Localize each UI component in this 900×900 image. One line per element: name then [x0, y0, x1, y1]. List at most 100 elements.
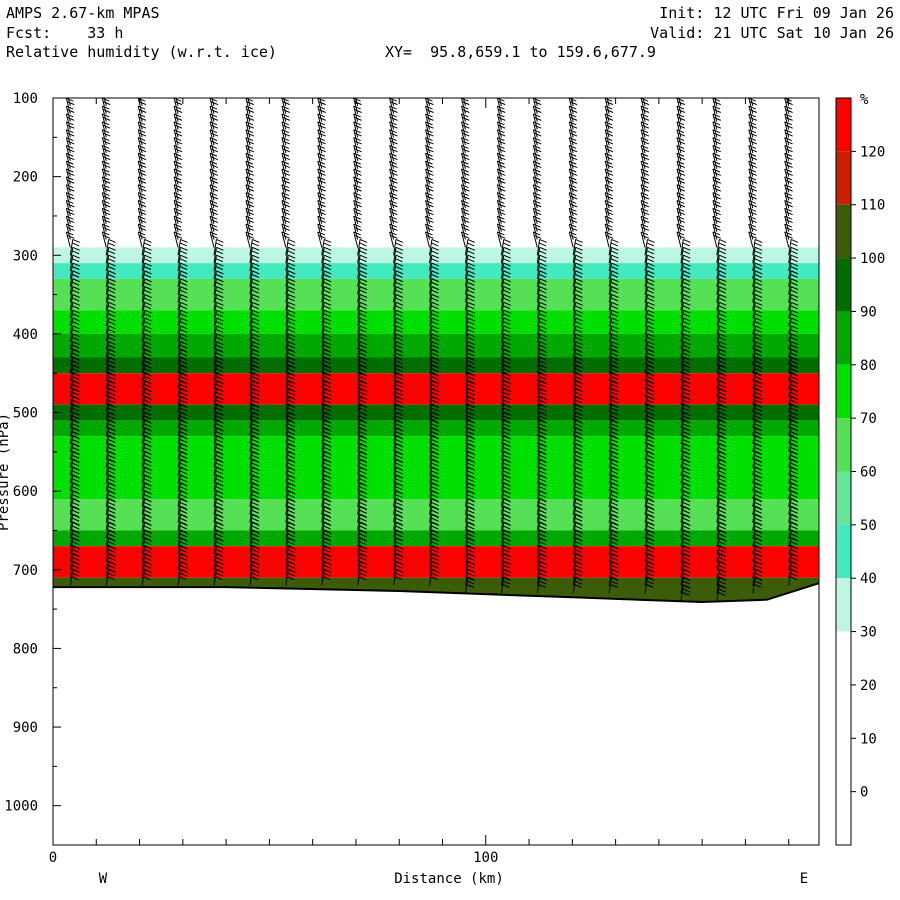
wind-barb	[173, 176, 183, 193]
wind-barb	[676, 231, 686, 248]
wind-barb	[752, 317, 763, 334]
wind-barb	[141, 262, 152, 279]
wind-barb	[281, 207, 290, 224]
wind-barb	[321, 262, 332, 279]
wind-barb	[281, 152, 290, 169]
wind-barb	[321, 238, 332, 256]
wind-barb	[105, 341, 116, 358]
wind-barb	[821, 224, 829, 240]
wind-barb	[532, 215, 542, 232]
wind-barb	[177, 254, 188, 272]
wind-barb	[825, 279, 834, 295]
wind-barb	[825, 428, 834, 444]
wind-barb	[788, 286, 799, 303]
wind-barb	[429, 246, 440, 264]
wind-barb	[644, 435, 655, 452]
wind-barb	[460, 215, 470, 232]
wind-barb	[788, 246, 799, 264]
wind-barb	[317, 215, 326, 232]
wind-barb	[389, 160, 398, 177]
wind-barb	[784, 176, 793, 193]
wind-barb	[317, 113, 326, 130]
wind-barb	[716, 584, 727, 602]
wind-barb	[69, 238, 80, 256]
wind-barb	[213, 301, 224, 319]
wind-barb	[285, 246, 296, 264]
wind-barb	[676, 207, 686, 224]
wind-barb	[821, 200, 829, 216]
wind-barb	[680, 262, 691, 279]
wind-barb	[640, 160, 650, 177]
wind-barb	[101, 137, 111, 154]
wind-barb	[825, 491, 834, 507]
wind-barb	[825, 326, 834, 342]
wind-barb	[712, 98, 721, 114]
wind-barb	[177, 569, 188, 586]
wind-barb	[429, 262, 440, 279]
colorbar-label: 70	[860, 411, 877, 427]
wind-barb	[353, 192, 362, 209]
rh-layer	[53, 420, 819, 437]
wind-barb	[321, 270, 332, 287]
wind-barb	[748, 176, 757, 193]
wind-barb	[245, 98, 255, 114]
wind-barb	[821, 122, 829, 138]
wind-barb	[321, 474, 332, 492]
wind-barb	[532, 207, 542, 224]
wind-barb	[784, 113, 793, 130]
wind-barb	[460, 231, 470, 248]
wind-barb	[321, 333, 332, 350]
wind-barb	[640, 98, 650, 114]
colorbar-label: 90	[860, 304, 877, 320]
wind-barb	[572, 238, 583, 256]
wind-barb	[532, 105, 542, 122]
wind-barb	[177, 262, 188, 279]
wind-barb	[285, 569, 296, 586]
wind-barb	[137, 160, 147, 177]
wind-barb	[464, 333, 476, 350]
wind-barb	[389, 176, 398, 193]
wind-barb	[496, 152, 506, 169]
wind-barb	[680, 270, 691, 287]
wind-barb	[69, 294, 80, 311]
wind-barb	[285, 325, 296, 342]
wind-barb	[317, 199, 326, 217]
wind-barb	[65, 168, 75, 185]
wind-barb	[568, 192, 578, 209]
wind-barb	[65, 105, 75, 122]
wind-barb	[245, 231, 255, 248]
wind-barb	[105, 246, 116, 264]
wind-barb	[281, 215, 290, 232]
wind-barb	[460, 207, 470, 224]
wind-barb	[245, 184, 255, 201]
wind-barb	[604, 223, 614, 240]
wind-barb	[101, 168, 111, 185]
wind-barb	[752, 238, 763, 256]
wind-barb	[393, 309, 404, 327]
wind-barb	[640, 137, 650, 154]
wind-barb	[357, 301, 368, 319]
wind-barb	[460, 129, 470, 146]
wind-barb	[464, 443, 476, 460]
wind-barb	[464, 286, 476, 303]
wind-barb	[680, 254, 691, 272]
wind-barb	[680, 388, 691, 405]
wind-barb	[209, 176, 219, 193]
wind-barb	[825, 507, 834, 523]
wind-barb	[460, 168, 470, 185]
wind-barb	[676, 160, 686, 177]
wind-barb	[173, 207, 183, 224]
wind-barb	[213, 262, 224, 279]
wind-barb	[245, 207, 255, 224]
colorbar-segment	[836, 151, 851, 205]
wind-barb	[249, 278, 260, 295]
wind-barb	[604, 184, 614, 201]
wind-barb	[788, 325, 799, 342]
wind-barb	[321, 301, 332, 319]
wind-barb	[748, 152, 757, 169]
wind-barb	[640, 207, 650, 224]
wind-barb	[245, 105, 255, 122]
wind-barb	[500, 294, 511, 311]
wind-barb	[429, 270, 440, 287]
wind-barb	[353, 152, 362, 169]
